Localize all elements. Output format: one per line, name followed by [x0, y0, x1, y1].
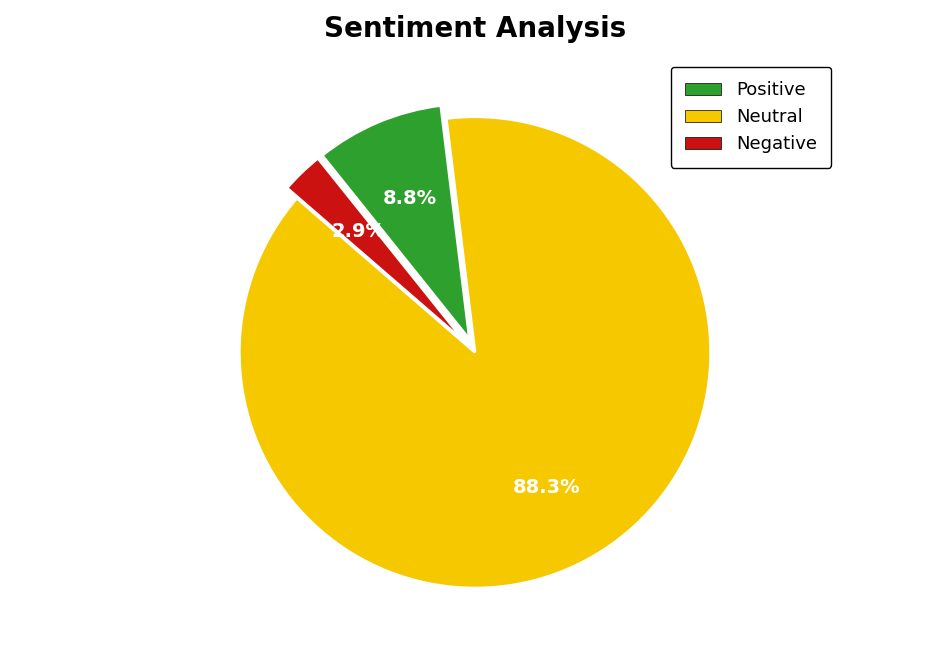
Text: 8.8%: 8.8%	[383, 189, 437, 208]
Wedge shape	[287, 158, 466, 342]
Wedge shape	[322, 105, 469, 340]
Title: Sentiment Analysis: Sentiment Analysis	[324, 15, 626, 43]
Text: 2.9%: 2.9%	[332, 222, 386, 242]
Legend: Positive, Neutral, Negative: Positive, Neutral, Negative	[671, 67, 831, 167]
Wedge shape	[239, 117, 711, 588]
Text: 88.3%: 88.3%	[513, 478, 580, 497]
